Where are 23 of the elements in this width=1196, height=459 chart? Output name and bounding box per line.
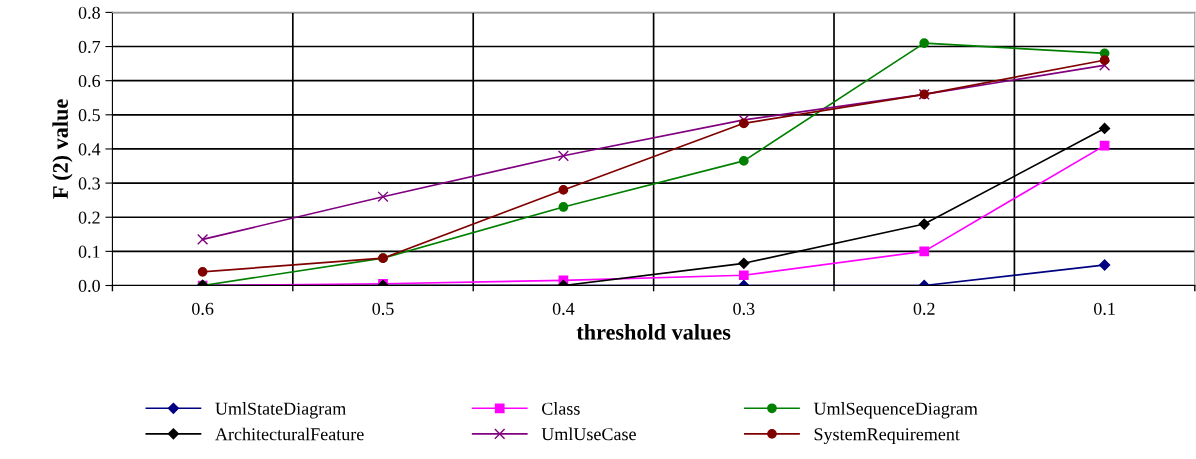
y-axis-title: F (2) value xyxy=(52,99,73,199)
x-tick-label: 0.6 xyxy=(192,302,214,315)
y-tick-label: 0.2 xyxy=(78,211,100,224)
x-tick-label: 0.3 xyxy=(733,302,755,315)
legend-label: Class xyxy=(541,402,580,415)
x-tick-label: 0.4 xyxy=(552,302,575,315)
legend-label: UmlUseCase xyxy=(541,427,636,441)
x-tick-label: 0.5 xyxy=(372,302,394,315)
legend-label: UmlSequenceDiagram xyxy=(813,402,978,419)
y-tick-label: 0.3 xyxy=(78,177,100,190)
legend-label: SystemRequirement xyxy=(814,428,960,445)
y-tick-label: 0.1 xyxy=(78,245,100,258)
y-tick-label: 0.0 xyxy=(78,279,100,293)
legend-label: UmlStateDiagram xyxy=(215,402,347,419)
x-axis-title: threshold values xyxy=(576,324,731,340)
x-tick-label: 0.2 xyxy=(913,302,935,315)
y-tick-label: 0.6 xyxy=(78,74,101,88)
y-tick-label: 0.4 xyxy=(78,143,101,156)
x-tick-label: 0.1 xyxy=(1094,302,1115,315)
y-tick-label: 0.5 xyxy=(78,109,100,122)
legend-label: ArchitecturalFeature xyxy=(215,427,364,441)
y-tick-label: 0.8 xyxy=(78,6,100,19)
y-tick-label: 0.7 xyxy=(78,40,101,54)
